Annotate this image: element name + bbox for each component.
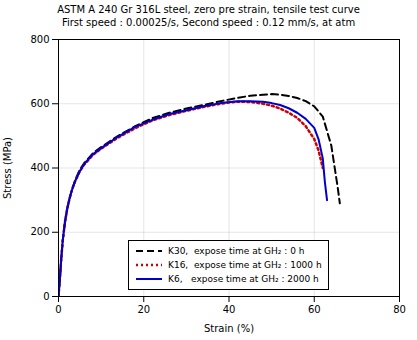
svg-text:800: 800 [30,34,49,45]
html-text:First speed : 0.00025/s, Secon: First speed : 0.00025/s, Second speed : … [61,17,356,28]
svg-text:20: 20 [137,304,150,315]
html-text:K30, expose time at GH₂ : 0 h: K30, expose time at GH₂ : 0 h [168,246,305,256]
html-text:ASTM A 240 Gr 316L steel, zero: ASTM A 240 Gr 316L steel, zero pre strai… [57,4,360,15]
html-text:K16, expose time at GH₂ : 1000: K16, expose time at GH₂ : 1000 h [168,260,322,270]
svg-text:80: 80 [393,304,406,315]
svg-text:Strain (%): Strain (%) [204,323,254,334]
svg-text:0: 0 [43,291,49,302]
svg-text:40: 40 [223,304,236,315]
html-text:K6, expose time at GH₂ : 2000: K6, expose time at GH₂ : 2000 h [168,274,319,284]
svg-text:400: 400 [30,162,49,173]
svg-text:0: 0 [55,304,61,315]
svg-text:600: 600 [30,98,49,109]
svg-text:200: 200 [30,226,49,237]
svg-text:60: 60 [308,304,321,315]
svg-text:Stress (MPa): Stress (MPa) [2,137,13,199]
